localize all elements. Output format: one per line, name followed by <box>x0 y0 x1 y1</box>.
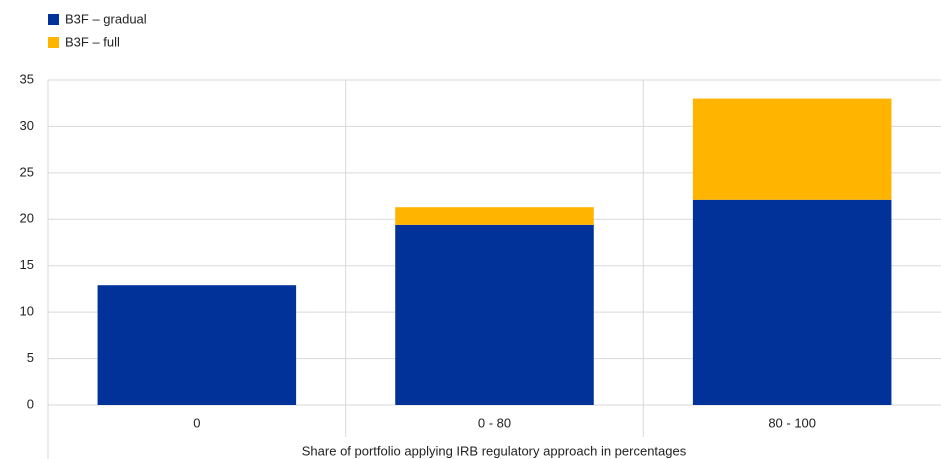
y-tick-label: 35 <box>20 71 34 86</box>
x-tick-label: 80 - 100 <box>768 415 816 430</box>
bar-segment <box>692 199 892 405</box>
bar-segment <box>395 224 594 405</box>
y-tick-label: 20 <box>20 211 34 226</box>
y-tick-label: 5 <box>27 350 34 365</box>
legend-label: B3F – full <box>65 34 120 49</box>
x-axis-title: Share of portfolio applying IRB regulato… <box>302 443 687 458</box>
bar-segment <box>692 98 892 200</box>
bar-segment <box>97 285 297 405</box>
y-tick-label: 15 <box>20 257 34 272</box>
legend-label: B3F – gradual <box>65 11 147 26</box>
y-tick-label: 30 <box>20 118 34 133</box>
y-tick-label: 10 <box>20 304 34 319</box>
bar-segment <box>395 207 594 225</box>
x-tick-label: 0 <box>193 415 200 430</box>
legend-swatch <box>48 14 59 25</box>
legend-swatch <box>48 37 59 48</box>
x-tick-label: 0 - 80 <box>478 415 511 430</box>
y-tick-label: 0 <box>27 396 34 411</box>
y-tick-label: 25 <box>20 164 34 179</box>
